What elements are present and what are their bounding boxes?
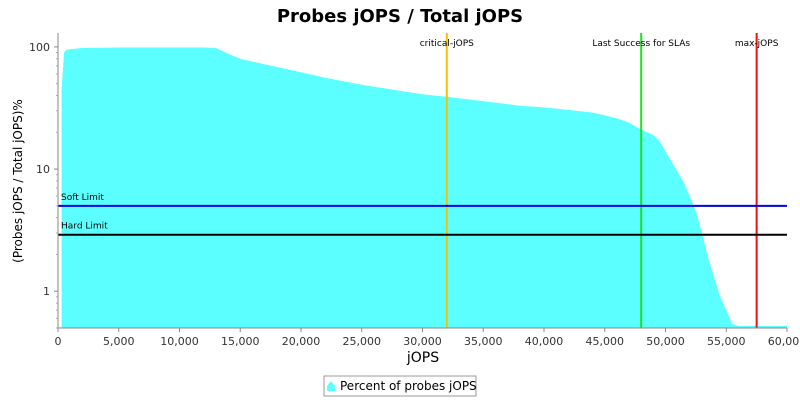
- x-tick-label: 25,000: [343, 335, 382, 348]
- plot-area: critical-jOPS Last Success for SLAs max-jO…: [29, 33, 800, 348]
- x-tick-label: 0: [55, 335, 62, 348]
- ref-label-last-success-for-slas: Last Success for SLAs: [592, 39, 690, 49]
- x-tick-label: 55,000: [707, 335, 746, 348]
- ref-label-critical-jops: critical-jOPS: [420, 39, 474, 49]
- y-tick-label: 100: [29, 41, 50, 54]
- legend: Percent of probes jOPS: [323, 375, 477, 397]
- x-axis-label: jOPS: [406, 350, 439, 366]
- x-tick-label: 30,000: [403, 335, 442, 348]
- legend-box: [323, 375, 477, 397]
- y-tick-label: 10: [36, 163, 50, 176]
- ref-label-hard-limit: Hard Limit: [61, 222, 108, 232]
- x-tick-label: 35,000: [464, 335, 503, 348]
- x-tick-label: 15,000: [221, 335, 260, 348]
- x-tick-label: 45,000: [586, 335, 625, 348]
- x-tick-label: 50,000: [646, 335, 685, 348]
- ref-label-soft-limit: Soft Limit: [61, 193, 104, 203]
- series-area-0: [61, 47, 788, 328]
- legend-swatch-shape: [327, 381, 335, 391]
- chart-title: Probes jOPS / Total jOPS: [277, 6, 523, 27]
- x-tick-label: 5,000: [103, 335, 135, 348]
- y-axis-label: (Probes jOPS / Total jOPS)%: [11, 99, 25, 263]
- x-tick-label: 40,000: [525, 335, 564, 348]
- x-tick-label: 10,000: [160, 335, 199, 348]
- y-tick-label: 1: [43, 285, 50, 298]
- ref-label-max-jops: max-jOPS: [735, 39, 779, 49]
- legend-swatch-icon: [327, 381, 335, 391]
- x-tick-label: 60,000: [768, 335, 800, 348]
- legend-entry-label: Percent of probes jOPS: [340, 379, 477, 393]
- x-tick-label: 20,000: [282, 335, 321, 348]
